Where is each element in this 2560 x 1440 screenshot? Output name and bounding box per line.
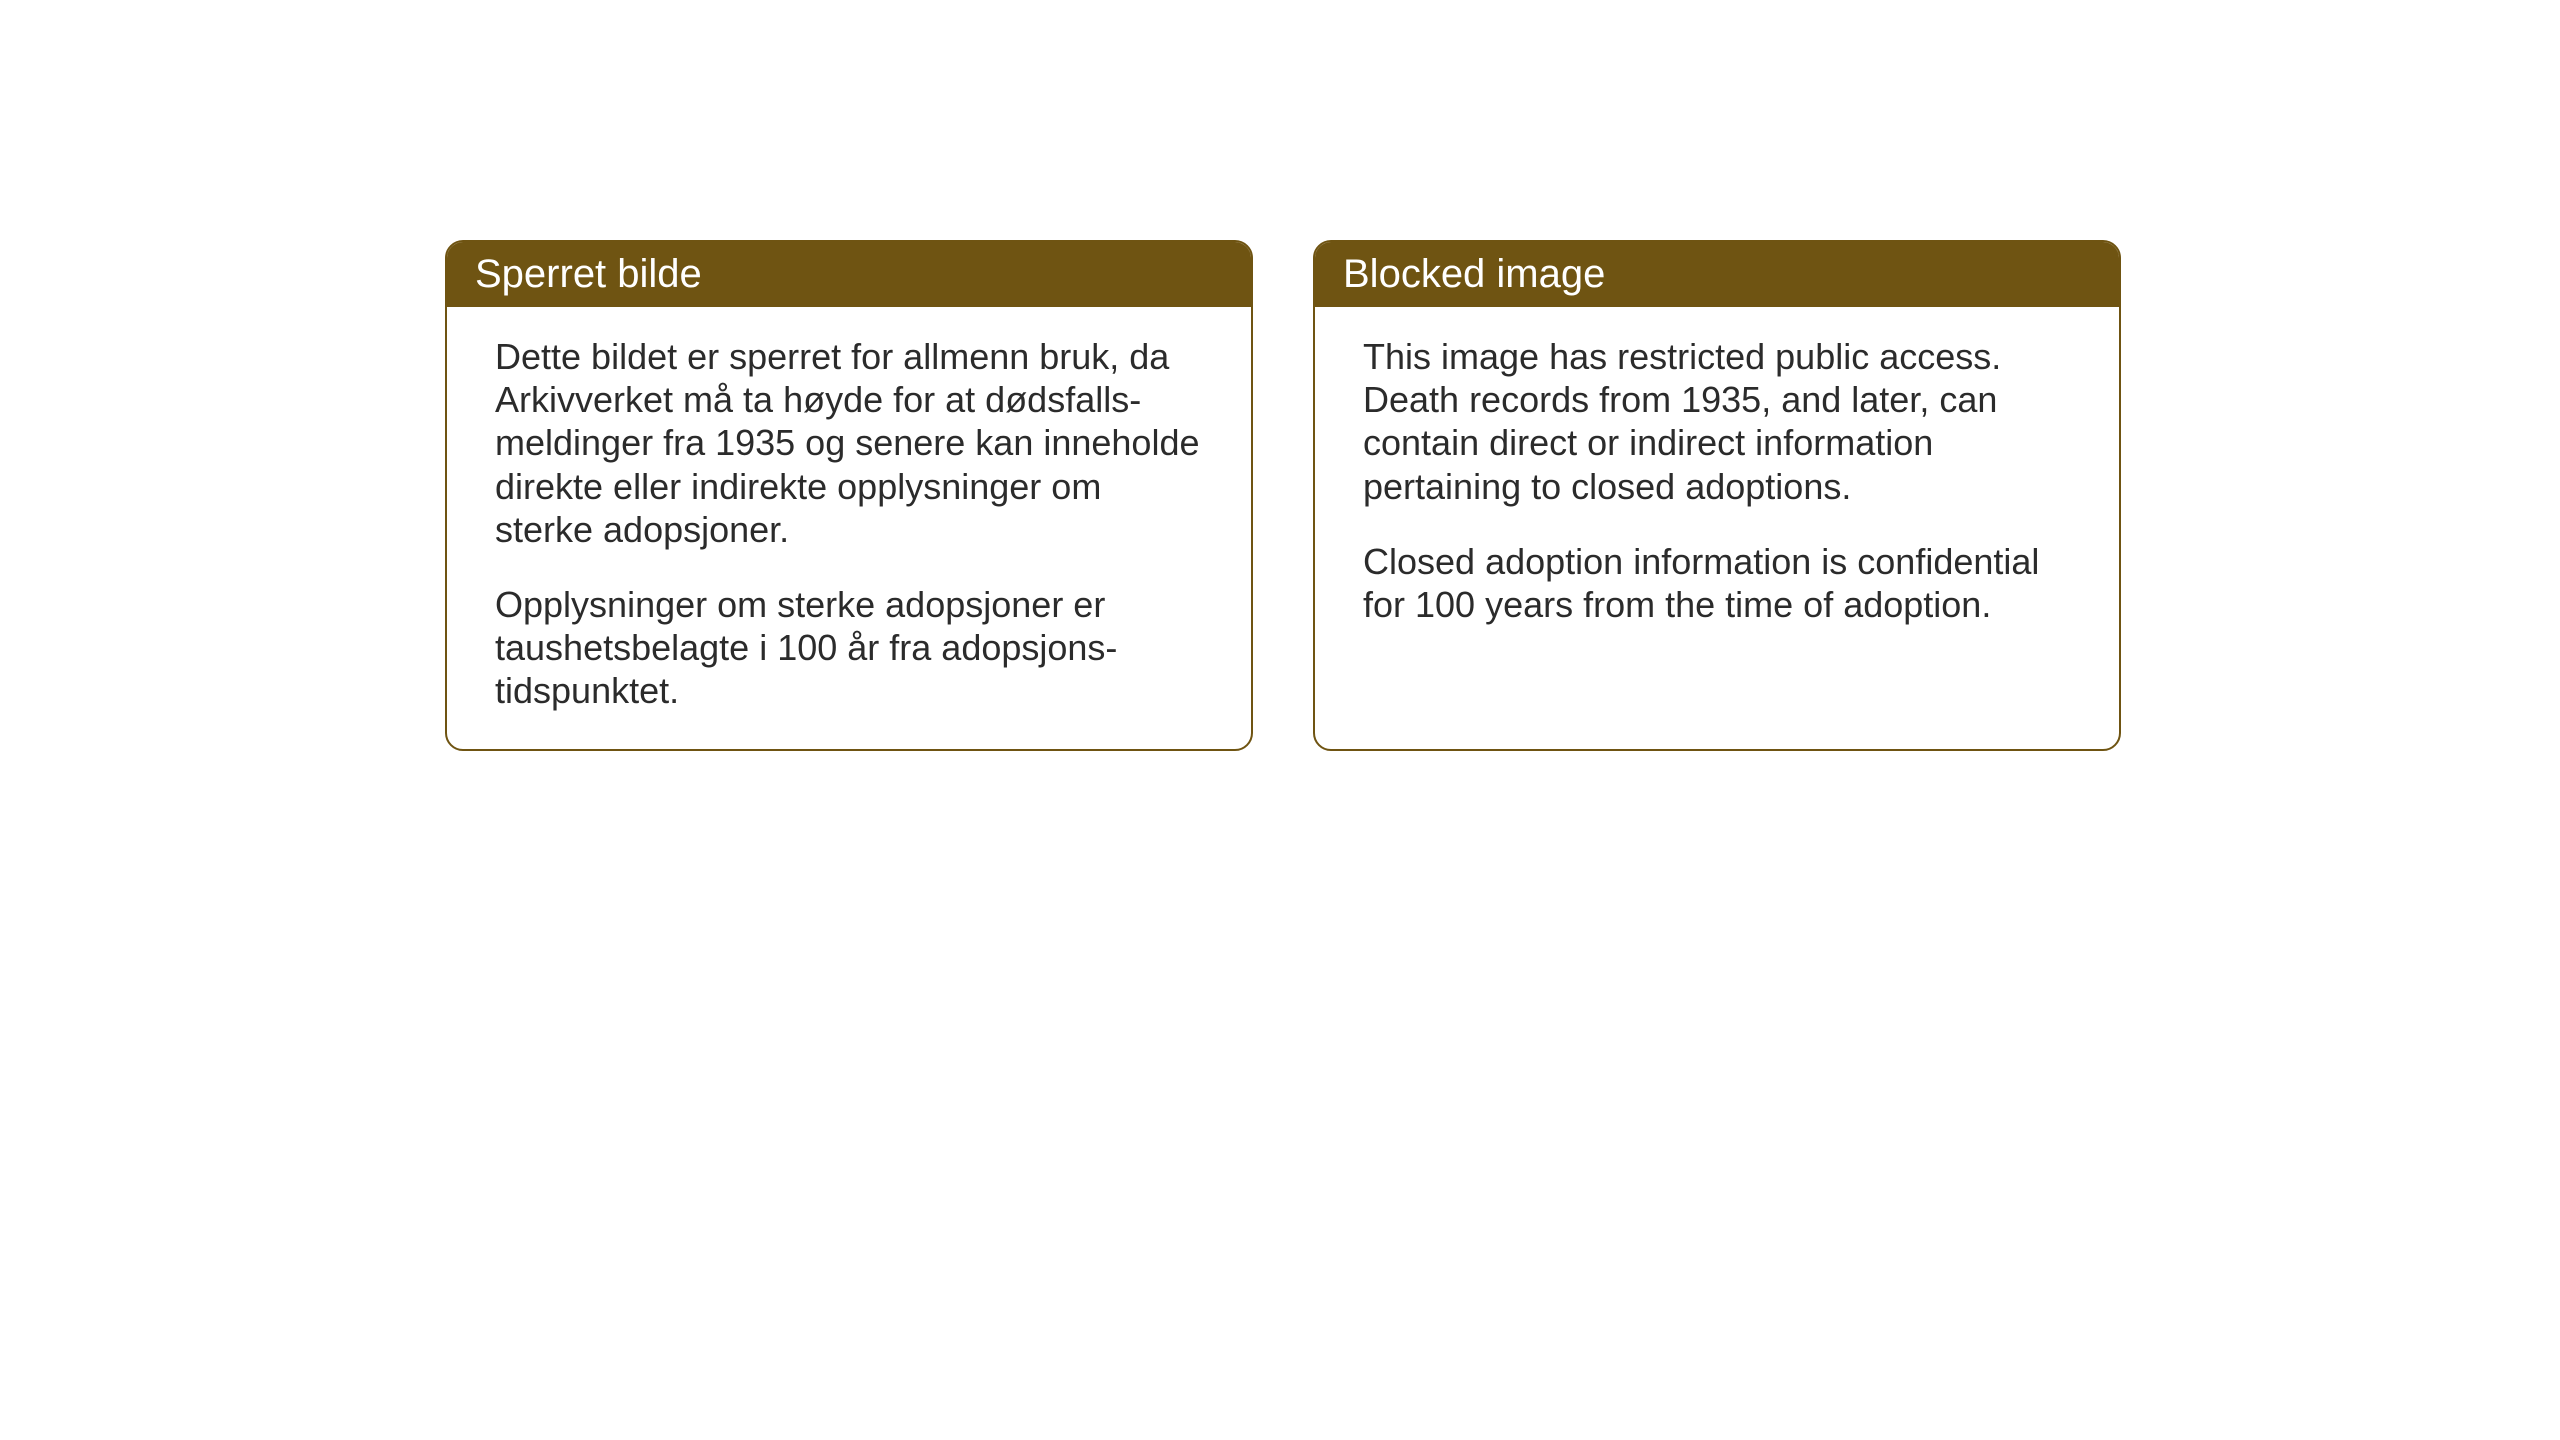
card-title-norwegian: Sperret bilde <box>475 252 702 296</box>
card-header-norwegian: Sperret bilde <box>447 242 1251 307</box>
card-title-english: Blocked image <box>1343 252 1605 296</box>
card-norwegian: Sperret bilde Dette bildet er sperret fo… <box>445 240 1253 751</box>
card-paragraph-norwegian-2: Opplysninger om sterke adopsjoner er tau… <box>495 583 1203 713</box>
card-english: Blocked image This image has restricted … <box>1313 240 2121 751</box>
card-paragraph-norwegian-1: Dette bildet er sperret for allmenn bruk… <box>495 335 1203 551</box>
card-body-norwegian: Dette bildet er sperret for allmenn bruk… <box>447 307 1251 749</box>
card-paragraph-english-2: Closed adoption information is confident… <box>1363 540 2071 626</box>
card-paragraph-english-1: This image has restricted public access.… <box>1363 335 2071 508</box>
card-body-english: This image has restricted public access.… <box>1315 307 2119 745</box>
cards-container: Sperret bilde Dette bildet er sperret fo… <box>445 240 2121 751</box>
card-header-english: Blocked image <box>1315 242 2119 307</box>
